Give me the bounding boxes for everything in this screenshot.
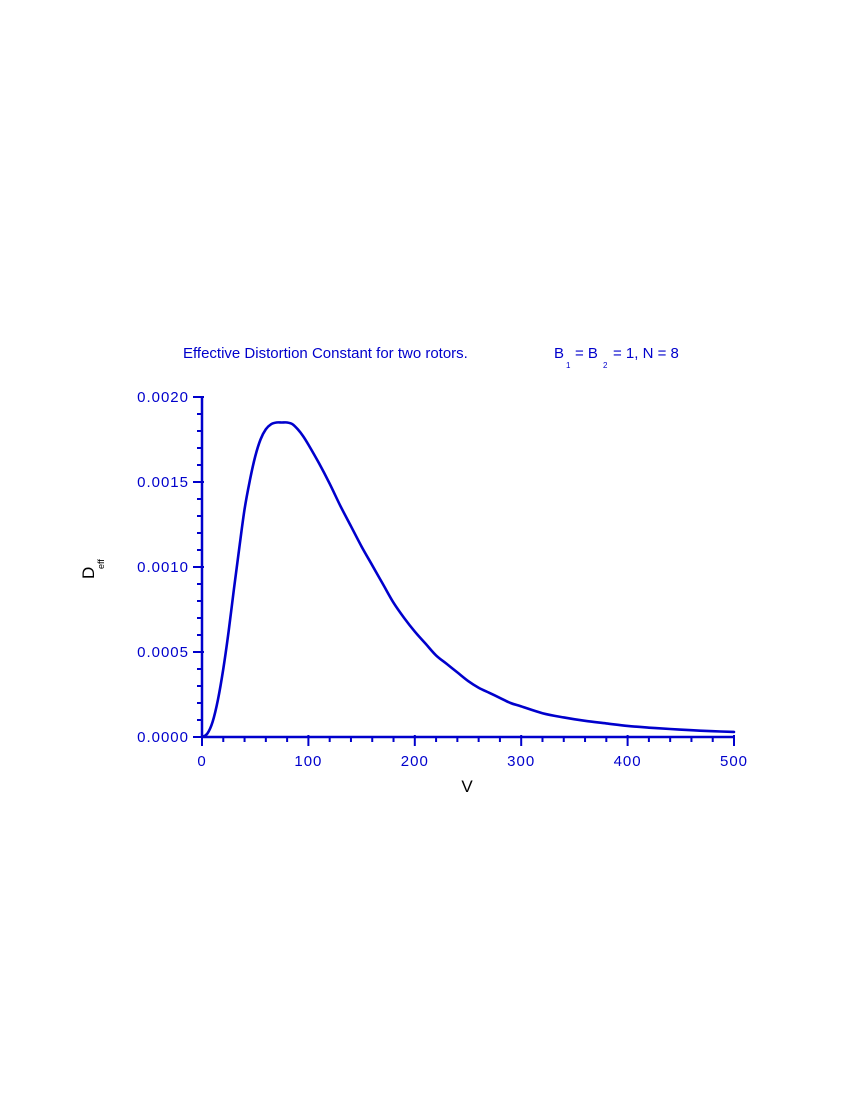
axes [200,397,734,739]
chart-title-b1-subscript: 1 [566,361,571,370]
x-axis-label: V [461,777,473,796]
y-tick-label: 0.0010 [137,559,189,576]
chart-title: Effective Distortion Constant for two ro… [183,345,468,362]
x-axis-tick-labels: 0 100 200 300 400 500 [197,753,748,770]
x-axis-ticks [201,735,735,746]
series-line [200,421,736,739]
y-tick-label: 0.0005 [137,644,189,661]
y-axis-label-main: D [79,567,98,579]
chart-title-rest: = 1, N = 8 [613,345,679,362]
x-tick-label: 200 [401,753,429,770]
y-axis-tick-labels: 0.0000 0.0005 0.0010 0.0015 0.0020 [137,389,189,746]
x-tick-label: 300 [507,753,535,770]
y-axis-label-subscript: eff [96,559,106,569]
x-tick-label: 0 [197,753,206,770]
chart-title-b2-subscript: 2 [603,361,608,370]
y-tick-label: 0.0015 [137,474,189,491]
chart-title-b2: = B [575,345,598,362]
x-tick-label: 400 [614,753,642,770]
x-tick-label: 100 [294,753,322,770]
x-tick-label: 500 [720,753,748,770]
chart-title-b1: B [554,345,564,362]
y-tick-label: 0.0020 [137,389,189,406]
y-axis-label: D eff [79,559,106,579]
y-tick-label: 0.0000 [137,729,189,746]
